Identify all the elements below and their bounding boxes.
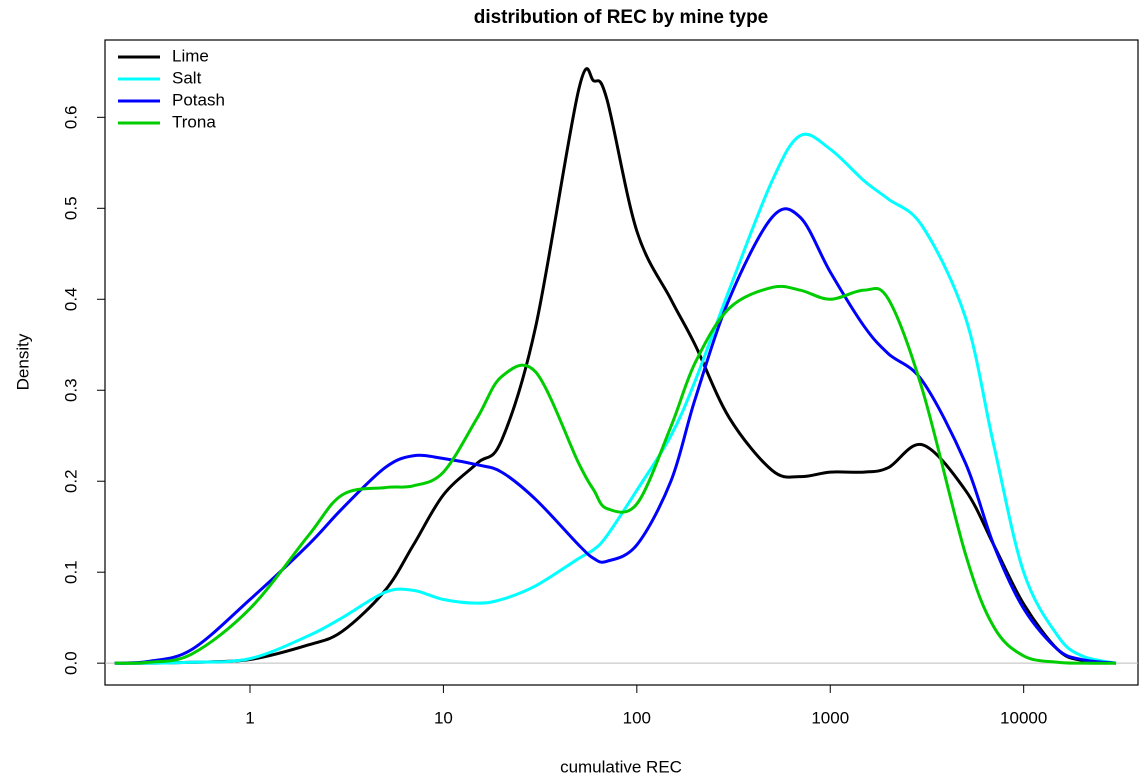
x-axis-label: cumulative REC (560, 757, 682, 776)
series-line (114, 132, 1117, 665)
x-tick-label: 1000 (811, 708, 849, 727)
plot-frame (104, 39, 1139, 686)
legend-label: Lime (172, 46, 209, 65)
y-tick-label: 0.1 (61, 560, 80, 584)
y-tick-label: 0.6 (61, 106, 80, 130)
legend-label: Trona (172, 112, 216, 131)
legend-label: Potash (172, 90, 225, 109)
x-tick-label: 10 (434, 708, 453, 727)
y-tick-label: 0.4 (61, 287, 80, 311)
series-line (114, 284, 1116, 665)
y-tick-label: 0.0 (61, 651, 80, 675)
y-tick-label: 0.3 (61, 378, 80, 402)
series-line (114, 207, 1117, 665)
x-tick-label: 1 (245, 708, 254, 727)
series-line (114, 67, 1117, 665)
x-tick-label: 100 (623, 708, 651, 727)
legend-label: Salt (172, 68, 202, 87)
y-tick-label: 0.2 (61, 469, 80, 493)
y-tick-label: 0.5 (61, 196, 80, 220)
x-tick-label: 10000 (1000, 708, 1047, 727)
y-axis-label: Density (13, 333, 32, 390)
chart-title: distribution of REC by mine type (474, 7, 769, 28)
